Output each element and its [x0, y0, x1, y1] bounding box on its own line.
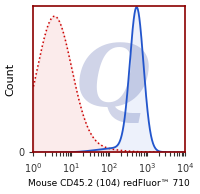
Y-axis label: Count: Count: [6, 62, 16, 96]
Text: Q: Q: [75, 40, 150, 124]
X-axis label: Mouse CD45.2 (104) redFluor™ 710: Mouse CD45.2 (104) redFluor™ 710: [28, 179, 190, 188]
